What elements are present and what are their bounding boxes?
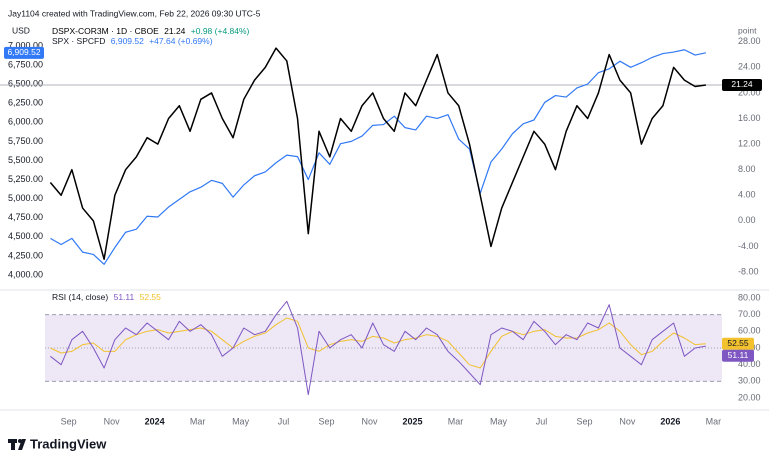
x-tick-label: Mar	[190, 416, 206, 426]
x-tick-label: Jul	[278, 416, 290, 426]
price-tag-label: 21.24	[731, 79, 753, 89]
y2-tick-label: 8.00	[738, 164, 756, 174]
y-tick-label: 6,500.00	[8, 78, 43, 88]
series-line	[49, 47, 706, 260]
x-tick-label: May	[232, 416, 250, 426]
x-tick-label: Nov	[619, 416, 636, 426]
price-tag	[722, 337, 754, 350]
legend-change: +47.64 (+0.69%)	[149, 36, 212, 46]
x-tick-label: Mar	[448, 416, 464, 426]
y-tick-label: 6,000.00	[8, 117, 43, 127]
legend-value: 21.24	[164, 26, 186, 36]
y-tick-label: 80.00	[738, 292, 761, 302]
y-tick-label: 5,250.00	[8, 174, 43, 184]
legend-value: 51.11	[114, 292, 135, 302]
y2-tick-label: 20.00	[738, 87, 761, 97]
x-tick-label: Nov	[104, 416, 121, 426]
left-axis-unit: USD	[12, 25, 30, 35]
legend-value: 6,909.52	[111, 36, 144, 46]
y2-tick-label: 4.00	[738, 190, 756, 200]
legend-row: SPX · SPCFD 6,909.52 +47.64 (+0.69%)	[52, 36, 213, 46]
x-tick-label: Sep	[576, 416, 592, 426]
price-tag-label: 52.55	[727, 338, 749, 348]
legend-change: +0.98 (+4.84%)	[191, 26, 250, 36]
y-tick-label: 5,500.00	[8, 155, 43, 165]
y2-tick-label: -8.00	[738, 266, 759, 276]
rsi-title: RSI (14, close)	[52, 292, 108, 302]
y2-tick-label: 0.00	[738, 215, 756, 225]
x-tick-label: May	[490, 416, 508, 426]
x-tick-label: Sep	[61, 416, 77, 426]
y-tick-label: 5,750.00	[8, 136, 43, 146]
legend-name: DSPX-COR3M · 1D · CBOE	[52, 26, 159, 36]
brand-logo	[8, 439, 26, 450]
y-tick-label: 4,750.00	[8, 212, 43, 222]
series-line	[50, 317, 706, 369]
y2-tick-label: 16.00	[738, 113, 761, 123]
y-tick-label: 40.00	[738, 359, 761, 369]
legend-row: DSPX-COR3M · 1D · CBOE 21.24 +0.98 (+4.8…	[52, 26, 250, 36]
brand-name: TradingView	[30, 436, 107, 451]
y-tick-label: 6,750.00	[8, 59, 43, 69]
price-tag	[722, 349, 754, 362]
y-tick-label: 4,500.00	[8, 231, 43, 241]
x-tick-label: 2025	[402, 416, 422, 426]
x-tick-label: Sep	[319, 416, 335, 426]
price-tag	[722, 78, 762, 91]
x-tick-label: 2026	[660, 416, 680, 426]
y-tick-label: 6,250.00	[8, 98, 43, 108]
series-line	[50, 300, 706, 396]
rsi-legend: RSI (14, close) 51.11 52.55	[52, 292, 161, 302]
y-tick-label: 70.00	[738, 309, 761, 319]
y-tick-label: 20.00	[738, 392, 761, 402]
y2-tick-label: 24.00	[738, 62, 761, 72]
x-tick-label: Mar	[706, 416, 722, 426]
x-tick-label: 2024	[145, 416, 165, 426]
x-tick-label: Jul	[536, 416, 548, 426]
legend-name: SPX · SPCFD	[52, 36, 105, 46]
price-tag-label: 6,909.52	[7, 47, 40, 57]
price-tag-label: 51.11	[728, 350, 749, 360]
price-tag	[4, 46, 44, 59]
series-line	[50, 49, 707, 265]
y-tick-label: 5,000.00	[8, 193, 43, 203]
y-tick-label: 30.00	[738, 376, 761, 386]
attribution: Jay1104 created with TradingView.com, Fe…	[8, 8, 261, 18]
y-tick-label: 4,000.00	[8, 269, 43, 279]
y-tick-label: 7,000.00	[8, 40, 43, 50]
x-tick-label: Nov	[362, 416, 379, 426]
right-axis-unit: point	[738, 25, 757, 35]
y-tick-label: 60.00	[738, 326, 761, 336]
legend-value: 52.55	[140, 292, 162, 302]
y2-tick-label: 12.00	[738, 138, 761, 148]
y-tick-label: 4,250.00	[8, 250, 43, 260]
y2-tick-label: -4.00	[738, 241, 759, 251]
y2-tick-label: 28.00	[738, 36, 761, 46]
